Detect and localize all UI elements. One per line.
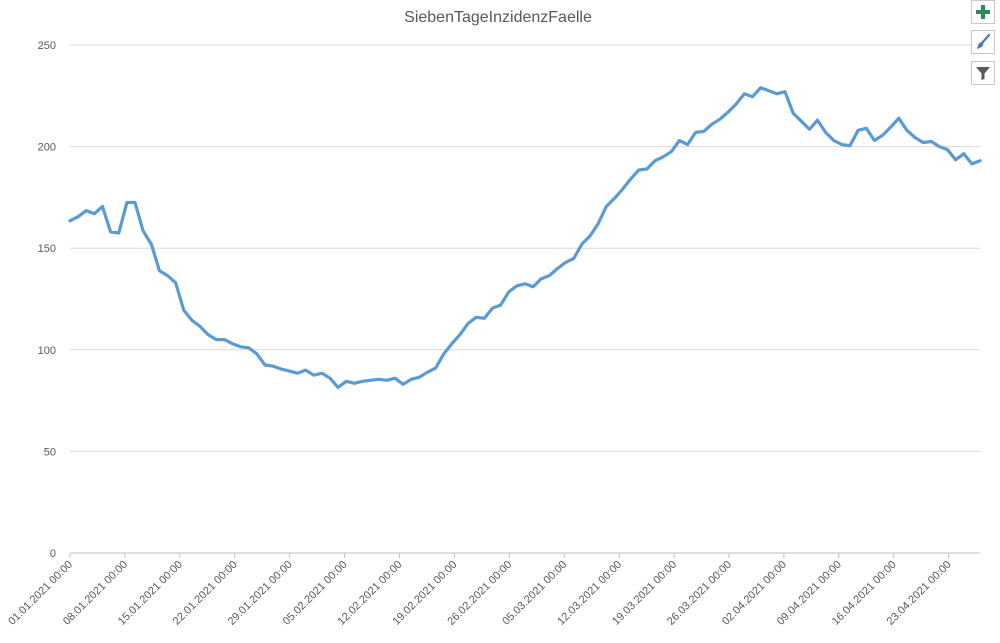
chart-title: SiebenTageInzidenzFaelle [404, 9, 592, 26]
series-layer [68, 86, 982, 389]
chart-styles-button[interactable] [971, 30, 995, 54]
y-tick-label: 250 [38, 40, 56, 52]
series-line [68, 86, 982, 389]
plus-icon [976, 5, 990, 19]
y-axis-tick-labels: 0 50 100 150 200 250 [38, 40, 56, 560]
y-tick-label: 50 [44, 446, 56, 458]
y-tick-label: 100 [38, 345, 56, 357]
y-tick-label: 0 [50, 548, 56, 560]
chart-filters-button[interactable] [971, 61, 995, 85]
filter-icon [976, 67, 990, 80]
chart-elements-button[interactable] [971, 0, 995, 24]
paintbrush-icon [977, 33, 991, 49]
gridlines [70, 44, 980, 554]
y-tick-label: 150 [38, 243, 56, 255]
y-tick-label: 200 [38, 142, 56, 154]
